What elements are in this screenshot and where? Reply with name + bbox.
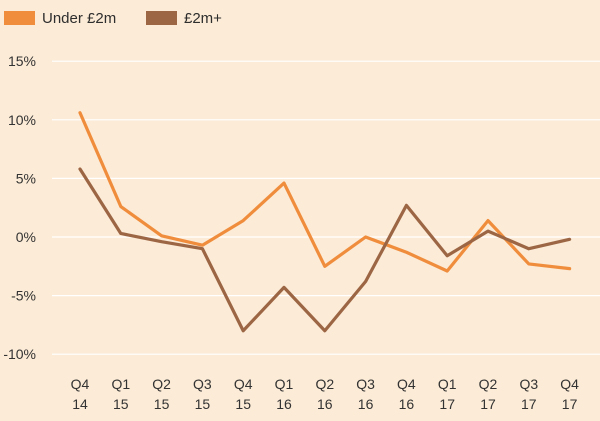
x-tick-quarter: Q2: [479, 376, 498, 392]
x-tick-quarter: Q1: [275, 376, 294, 392]
x-tick-quarter: Q4: [71, 376, 90, 392]
series-line-0: [78, 111, 572, 273]
y-tick-label: 5%: [16, 170, 36, 186]
y-axis-ticks: 15% 10% 5% 0% -5% -10%: [3, 53, 36, 362]
x-tick-year: 15: [195, 396, 211, 412]
x-tick-quarter: Q3: [193, 376, 212, 392]
gridlines: [52, 60, 600, 355]
y-tick-label: 15%: [8, 53, 36, 69]
y-tick-label: 10%: [8, 112, 36, 128]
x-tick-year: 17: [562, 396, 578, 412]
x-tick-year: 14: [72, 396, 88, 412]
x-tick-year: 17: [480, 396, 496, 412]
y-tick-label: -5%: [11, 288, 36, 304]
x-tick-year: 15: [154, 396, 170, 412]
series-lines: [78, 111, 572, 333]
x-tick-quarter: Q3: [356, 376, 375, 392]
x-tick-quarter: Q2: [152, 376, 171, 392]
legend-item: £2m+: [146, 10, 222, 27]
legend: Under £2m £2m+: [4, 10, 222, 27]
x-tick-year: 17: [521, 396, 537, 412]
legend-item: Under £2m: [4, 10, 116, 27]
x-axis-ticks: Q414Q115Q215Q315Q415Q116Q216Q316Q416Q117…: [71, 376, 579, 412]
legend-swatch: [146, 11, 177, 25]
x-tick-year: 15: [113, 396, 129, 412]
x-tick-year: 16: [358, 396, 374, 412]
y-tick-label: -10%: [3, 346, 36, 362]
legend-swatch: [4, 11, 35, 25]
x-tick-year: 16: [399, 396, 415, 412]
legend-label: £2m+: [184, 10, 222, 27]
x-tick-year: 16: [317, 396, 333, 412]
legend-label: Under £2m: [42, 10, 116, 27]
x-tick-year: 17: [439, 396, 455, 412]
x-tick-quarter: Q1: [111, 376, 130, 392]
x-tick-year: 16: [276, 396, 292, 412]
x-tick-quarter: Q4: [234, 376, 253, 392]
x-tick-quarter: Q1: [438, 376, 457, 392]
x-tick-quarter: Q4: [397, 376, 416, 392]
x-tick-quarter: Q2: [315, 376, 334, 392]
series-line-1: [78, 167, 572, 333]
y-tick-label: 0%: [16, 229, 36, 245]
x-tick-quarter: Q3: [519, 376, 538, 392]
x-tick-quarter: Q4: [560, 376, 579, 392]
x-tick-year: 15: [235, 396, 251, 412]
